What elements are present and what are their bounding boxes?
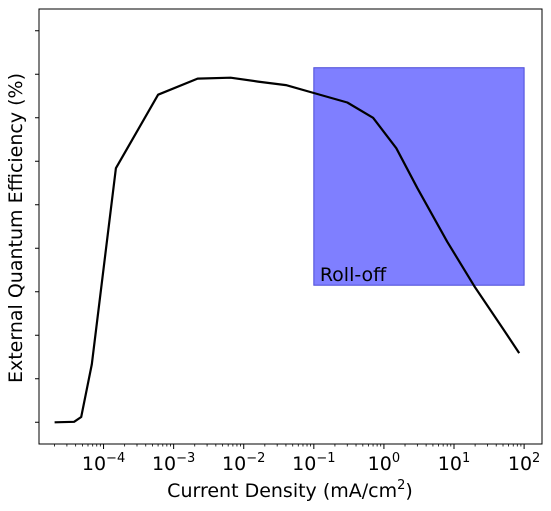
- roll-off-label: Roll-off: [320, 264, 387, 286]
- roll-off-region: [313, 67, 525, 286]
- x-tick-label: 10−3: [152, 451, 195, 475]
- x-tick-label: 101: [438, 451, 470, 475]
- x-tick-label: 10−1: [292, 451, 335, 475]
- plot-frame: [38, 8, 543, 445]
- y-axis-label: External Quantum Efficiency (%): [5, 73, 27, 383]
- x-tick-label: 102: [508, 451, 540, 475]
- x-tick-label: 10−4: [82, 451, 125, 475]
- x-axis-label: Current Density (mA/cm2): [167, 478, 413, 502]
- eqe-series-line: [54, 76, 521, 424]
- x-tick-label: 10−2: [222, 451, 265, 475]
- x-tick-label: 100: [368, 451, 400, 475]
